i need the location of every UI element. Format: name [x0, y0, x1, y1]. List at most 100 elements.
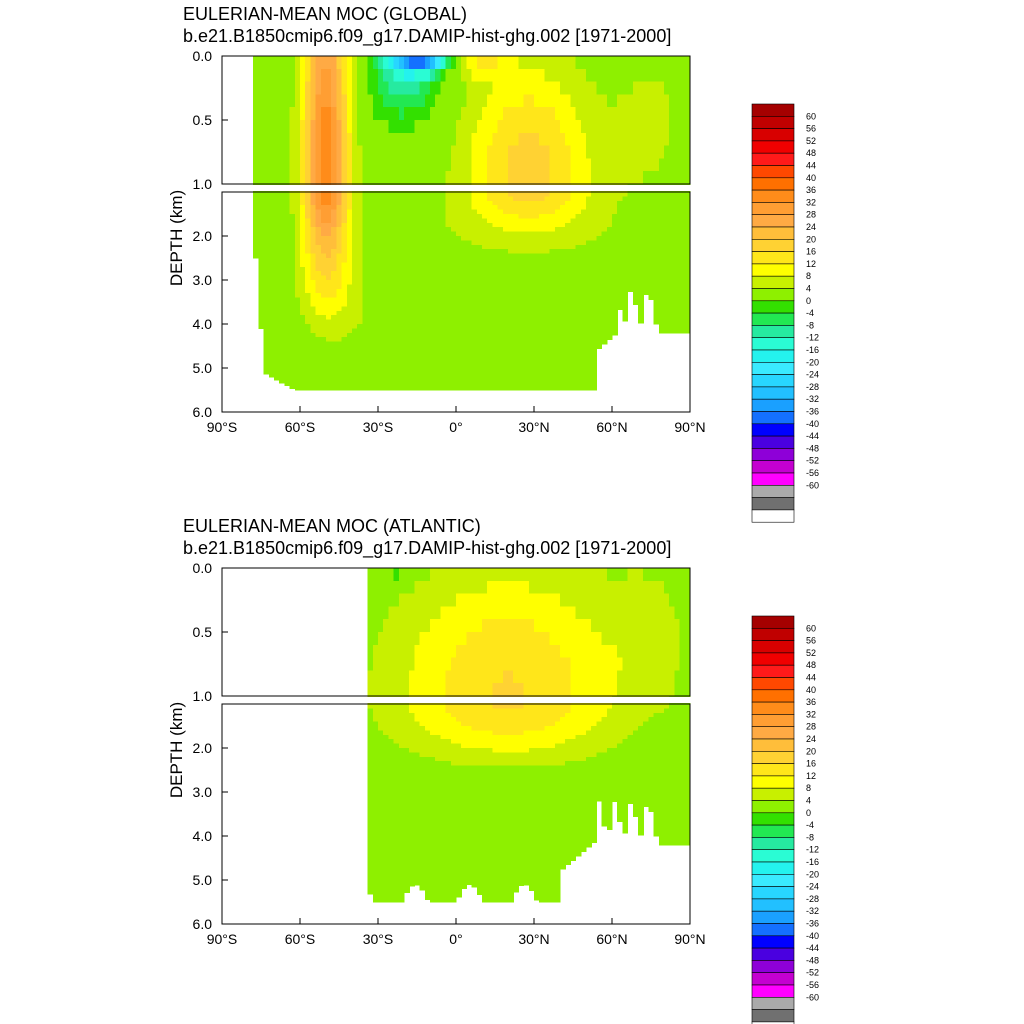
- field-cell: [684, 236, 691, 241]
- field-cell: [627, 244, 634, 250]
- field-cell: [419, 862, 426, 868]
- field-cell: [471, 275, 478, 281]
- field-cell: [518, 158, 525, 172]
- field-cell: [580, 376, 587, 382]
- field-cell: [352, 280, 358, 285]
- field-cell: [435, 293, 441, 299]
- field-cell: [570, 253, 577, 259]
- field-cell: [684, 280, 691, 285]
- field-cell: [648, 244, 655, 250]
- field-cell: [284, 244, 291, 250]
- field-cell: [580, 302, 587, 307]
- field-cell: [482, 200, 488, 206]
- field-cell: [638, 227, 644, 233]
- field-cell: [534, 253, 540, 259]
- field-cell: [632, 258, 639, 263]
- field-cell: [534, 266, 540, 272]
- field-cell: [601, 324, 608, 329]
- field-cell: [378, 302, 384, 307]
- field-cell: [612, 209, 618, 215]
- field-cell: [518, 240, 525, 246]
- field-cell: [435, 337, 441, 343]
- field-cell: [518, 107, 525, 121]
- field-cell: [393, 209, 400, 215]
- field-cell: [679, 297, 686, 303]
- colorbar-swatch: [751, 275, 795, 289]
- field-cell: [331, 231, 337, 237]
- field-cell: [388, 236, 395, 241]
- field-cell: [497, 158, 504, 172]
- field-cell: [352, 328, 358, 334]
- field-cell: [294, 275, 301, 281]
- field-cell: [497, 253, 504, 259]
- field-cell: [367, 726, 374, 731]
- field-cell: [414, 341, 421, 347]
- field-cell: [450, 332, 457, 338]
- field-cell: [352, 240, 358, 246]
- field-cell: [404, 568, 410, 582]
- field-cell: [289, 359, 296, 365]
- field-cell: [513, 244, 519, 250]
- field-cell: [565, 293, 571, 299]
- field-cell: [606, 324, 613, 329]
- field-cell: [378, 315, 384, 321]
- field-cell: [664, 171, 670, 185]
- field-cell: [404, 171, 410, 185]
- field-cell: [450, 297, 457, 303]
- field-cell: [648, 209, 655, 215]
- field-cell: [424, 94, 431, 108]
- field-cell: [445, 209, 452, 215]
- field-cell: [440, 171, 447, 185]
- field-cell: [279, 249, 285, 255]
- field-cell: [653, 81, 660, 95]
- field-cell: [253, 81, 259, 95]
- field-cell: [435, 385, 441, 391]
- field-cell: [669, 240, 675, 246]
- field-cell: [305, 132, 311, 147]
- field-cell: [331, 120, 337, 134]
- field-cell: [664, 310, 670, 316]
- field-cell: [404, 862, 410, 868]
- field-cell: [612, 94, 618, 108]
- field-cell: [565, 350, 571, 356]
- field-cell: [560, 120, 566, 134]
- field-cell: [638, 249, 644, 255]
- field-cell: [398, 328, 405, 334]
- field-cell: [300, 258, 306, 263]
- field-cell: [404, 253, 410, 259]
- field-cell: [466, 354, 473, 360]
- field-cell: [336, 315, 343, 321]
- field-cell: [274, 319, 280, 325]
- field-cell: [367, 814, 374, 819]
- field-cell: [414, 332, 421, 338]
- field-cell: [508, 258, 514, 263]
- field-cell: [331, 266, 337, 272]
- field-cell: [596, 107, 603, 121]
- field-cell: [518, 293, 525, 299]
- field-cell: [263, 236, 270, 241]
- field-cell: [632, 158, 639, 172]
- field-cell: [627, 81, 634, 95]
- field-cell: [601, 275, 608, 281]
- field-cell: [658, 236, 665, 241]
- field-cell: [684, 315, 691, 321]
- field-cell: [518, 222, 525, 228]
- field-cell: [362, 218, 369, 224]
- field-cell: [456, 244, 462, 250]
- field-cell: [513, 363, 519, 369]
- field-cell: [367, 770, 374, 775]
- field-cell: [398, 844, 405, 850]
- field-cell: [575, 158, 582, 172]
- field-cell: [664, 293, 670, 299]
- field-cell: [596, 227, 603, 233]
- field-cell: [461, 158, 467, 172]
- field-cell: [528, 236, 535, 241]
- field-cell: [404, 249, 410, 255]
- field-cell: [528, 275, 535, 281]
- field-cell: [414, 297, 421, 303]
- field-cell: [378, 619, 384, 633]
- field-cell: [674, 240, 681, 246]
- field-cell: [331, 376, 337, 382]
- field-cell: [445, 171, 452, 185]
- field-cell: [419, 56, 426, 70]
